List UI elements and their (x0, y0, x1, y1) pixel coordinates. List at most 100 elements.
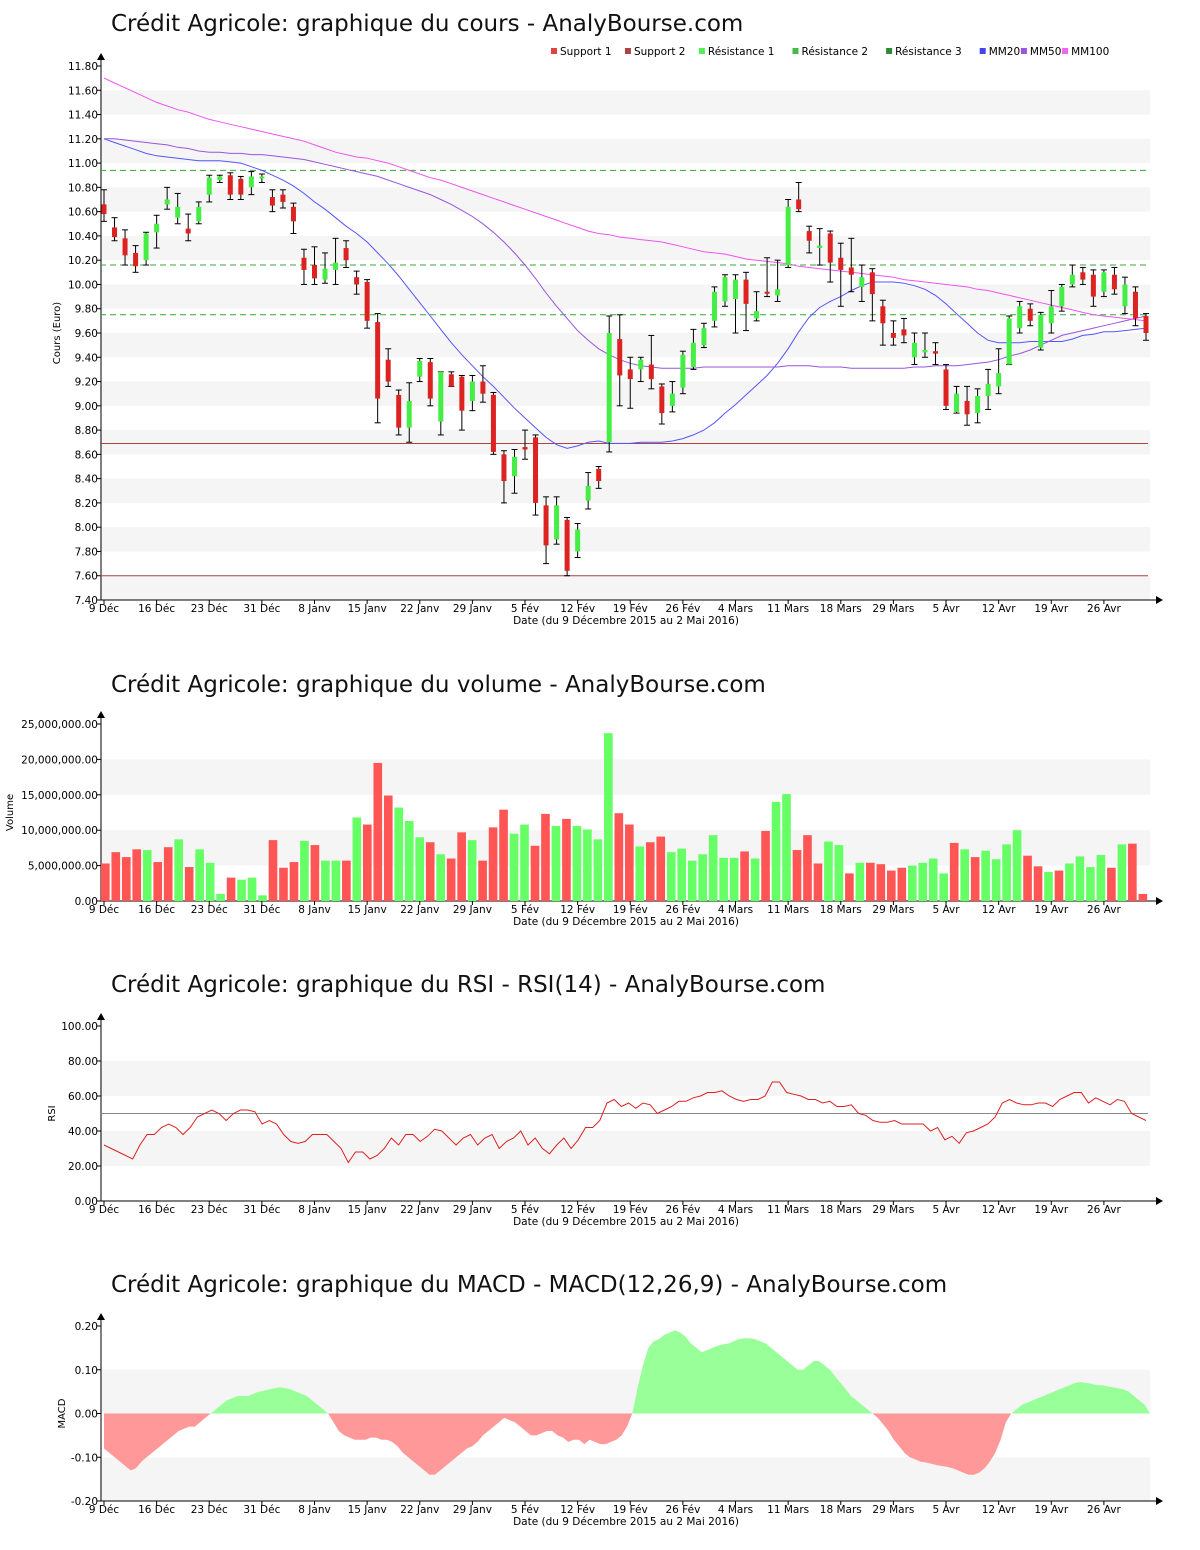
volume-bar (363, 824, 372, 901)
volume-bar (677, 848, 687, 901)
volume-bar (708, 835, 718, 901)
volume-bar (226, 877, 236, 901)
candle-body (343, 248, 349, 261)
price-chart: 11.80 11.60 11.40 11.20 11.00 10.80 10.60 10.40… (52, 46, 1163, 627)
x-tick-label: 26 Fév (665, 1504, 700, 1516)
candle-body (175, 206, 181, 218)
x-tick-label: 5 Fév (511, 1204, 539, 1216)
x-axis-arrow (1156, 897, 1163, 905)
volume-bar (258, 895, 267, 901)
y-tick-label: 40.00 (68, 1126, 98, 1138)
candle-body (859, 277, 865, 287)
volume-bar (163, 847, 173, 901)
candle-body (827, 233, 833, 263)
x-tick-label: 29 Mars (872, 904, 914, 916)
x-tick-label: 31 Déc (243, 1204, 280, 1216)
y-tick-label: 80.00 (68, 1056, 98, 1068)
x-axis-label: Date (du 9 Décembre 2015 au 2 Mai 2016) (513, 916, 739, 928)
volume-bar (352, 817, 362, 901)
volume-bar (446, 858, 456, 901)
x-tick-label: 23 Déc (191, 1504, 228, 1516)
y-tick-label: -0.10 (71, 1452, 98, 1464)
x-tick-label: 26 Avr (1087, 603, 1121, 615)
candle-body (238, 178, 244, 195)
candle-body (133, 252, 139, 267)
y-tick-label: 10.80 (68, 182, 98, 194)
volume-bar (583, 829, 592, 901)
candle-body (101, 204, 107, 215)
y-tick-label: 20.00 (68, 1161, 98, 1173)
candle-body (932, 351, 938, 354)
volume-bar (761, 830, 770, 901)
candle-body (1006, 318, 1012, 365)
x-tick-label: 19 Avr (1034, 603, 1068, 615)
x-tick-label: 26 Fév (665, 904, 700, 916)
candle-body (143, 233, 149, 261)
x-tick-label: 19 Fév (613, 1504, 648, 1516)
y-tick-label: 10.20 (68, 255, 98, 267)
volume-bar (331, 860, 341, 901)
candle-body (796, 199, 802, 210)
volume-bar (866, 862, 875, 901)
candle-body (522, 447, 528, 450)
candle-body (406, 400, 412, 428)
candle-body (1111, 274, 1117, 290)
x-tick-label: 29 Janv (453, 603, 492, 615)
candle-body (501, 454, 507, 482)
x-tick-label: 16 Déc (138, 603, 175, 615)
volume-bar (572, 825, 582, 901)
candle-body (480, 381, 486, 394)
volume-bar (300, 840, 309, 901)
macd-positive-area (104, 1330, 1150, 1414)
grid-band (100, 575, 1150, 600)
x-tick-label: 11 Mars (767, 1204, 809, 1216)
volume-bar (404, 820, 414, 901)
candle-body (617, 339, 623, 376)
y-tick-label: 20,000,000.00 (21, 754, 98, 766)
volume-bar (205, 862, 215, 901)
volume-bar (645, 842, 655, 901)
candle-body (1059, 286, 1065, 307)
candle-body (996, 373, 1002, 387)
legend-label: Support 1 (560, 46, 612, 58)
candle-body (985, 383, 991, 397)
x-axis-label: Date (du 9 Décembre 2015 au 2 Mai 2016) (513, 1516, 739, 1528)
grid-band (100, 333, 1150, 358)
candle-body (596, 468, 602, 482)
x-tick-label: 18 Mars (820, 904, 862, 916)
candle-body (743, 279, 749, 304)
volume-bar (184, 867, 194, 901)
ma-line-mm50 (104, 138, 1147, 369)
candle-body (733, 279, 739, 300)
y-axis-arrow (97, 711, 105, 718)
volume-chart: 25,000,000.00 20,000,000.00 15,000,000.00 1… (5, 711, 1163, 928)
y-axis-label: Volume (5, 794, 16, 831)
volume-bar (132, 849, 142, 901)
volume-bar (142, 850, 152, 901)
x-tick-label: 8 Janv (298, 603, 330, 615)
x-tick-label: 12 Fév (560, 1204, 595, 1216)
x-tick-label: 23 Déc (191, 904, 228, 916)
volume-bar (436, 854, 445, 901)
x-tick-label: 23 Déc (191, 603, 228, 615)
candle-body (543, 505, 549, 546)
candle-body (1090, 274, 1096, 297)
candle-body (469, 381, 475, 401)
candle-body (322, 268, 328, 280)
volume-bar (279, 867, 288, 901)
x-tick-label: 16 Déc (138, 904, 175, 916)
candle-body (269, 197, 275, 206)
candle-body (490, 394, 496, 452)
candle-body (890, 333, 896, 338)
candle-body (196, 206, 202, 222)
rsi-chart-title: Crédit Agricole: graphique du RSI - RSI(… (111, 972, 826, 998)
x-tick-label: 5 Avr (932, 603, 960, 615)
volume-bar (551, 825, 561, 901)
candle-body (585, 485, 591, 501)
candle-body (701, 328, 707, 346)
volume-bar (216, 893, 225, 901)
grid-band (100, 759, 1150, 795)
y-tick-label: 8.80 (75, 425, 98, 437)
candle-body (838, 257, 844, 270)
volume-bar (876, 864, 886, 901)
